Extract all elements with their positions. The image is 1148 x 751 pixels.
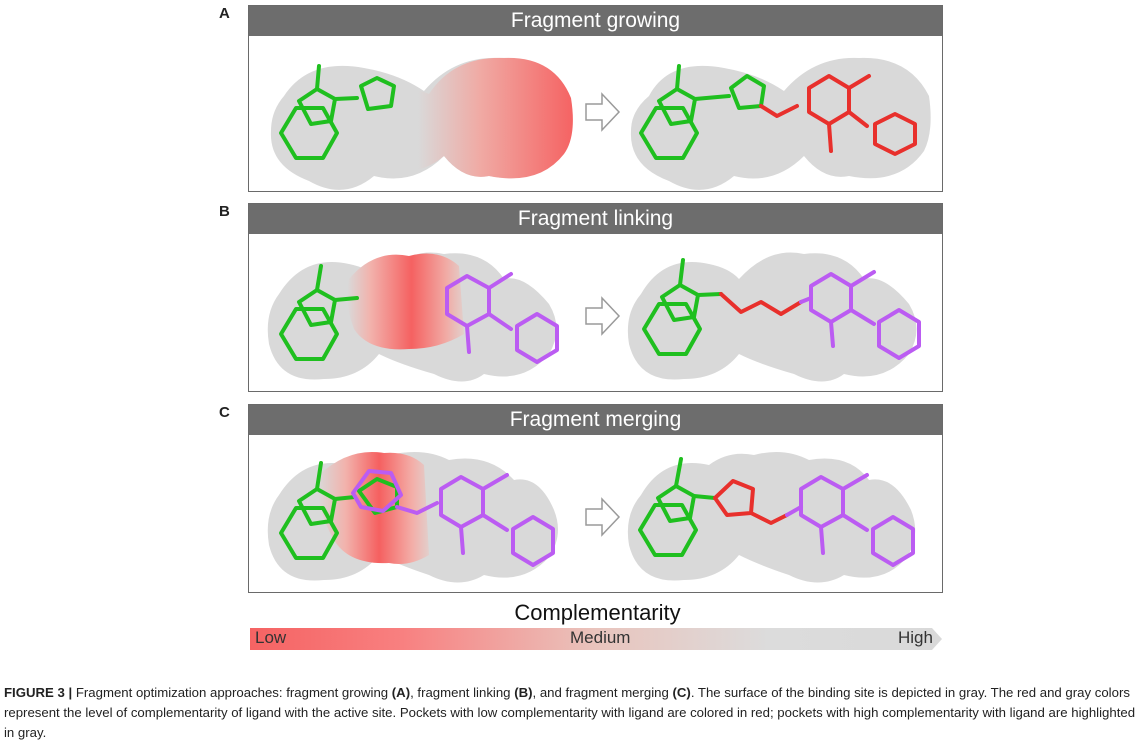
linking-arrow [585,296,621,336]
purple-fragment-b-before [445,272,559,364]
figure-caption: FIGURE 3 | Fragment optimization approac… [4,683,1144,743]
panel-fragment-linking: Fragment linking [248,203,943,392]
panel-letter-b: B [219,203,230,220]
binding-site-surface-before [267,451,558,583]
red-linker [719,292,803,316]
green-fragment-b-after [642,258,723,356]
caption-text-1: Fragment optimization approaches: fragme… [72,685,392,700]
scale-title: Complementarity [514,600,681,625]
panel-title: Fragment growing [249,6,942,36]
growth-arrow [585,92,621,132]
panel-title: Fragment linking [249,204,942,234]
merging-arrow [585,497,621,537]
purple-fragment-c-after [785,473,915,567]
binding-site-surface-after [627,252,917,382]
caption-ref-a: (A) [391,685,411,700]
panel-letter-a: A [219,5,230,22]
fragment-linking-diagram [267,252,921,382]
scale-label-high: High [898,628,933,647]
caption-ref-b: (B) [514,685,533,700]
purple-fragment-c-before [351,469,555,567]
red-merged-core [713,479,789,525]
green-fragment-a-after [639,64,766,160]
complementarity-gradient-bar [250,628,942,650]
panel-fragment-merging: Fragment merging [248,404,943,593]
binding-site-surface-before [270,57,573,190]
binding-site-surface-after [627,451,916,583]
panel-title: Fragment merging [249,405,942,435]
purple-fragment-b-after [799,270,921,360]
caption-label: FIGURE 3 | [4,685,73,700]
scale-label-medium: Medium [570,628,631,647]
binding-site-surface-after [630,57,931,190]
scale-label-low: Low [255,628,287,647]
caption-ref-c: (C) [672,685,691,700]
fragment-merging-diagram [267,451,916,583]
green-fragment-b-before [279,264,359,361]
caption-text-2: , fragment linking [410,685,515,700]
grown-red-fragment [759,74,917,156]
green-fragment-a-before [279,64,396,160]
green-fragment-c-after [638,457,717,557]
fragment-growing-diagram [270,57,931,190]
binding-site-surface-before [267,252,557,382]
caption-text-4: . The surface of the binding site is dep… [4,685,1136,740]
caption-text-3: , and fragment merging [532,685,673,700]
panel-letter-c: C [219,404,230,421]
panel-fragment-growing: Fragment growing [248,5,943,192]
